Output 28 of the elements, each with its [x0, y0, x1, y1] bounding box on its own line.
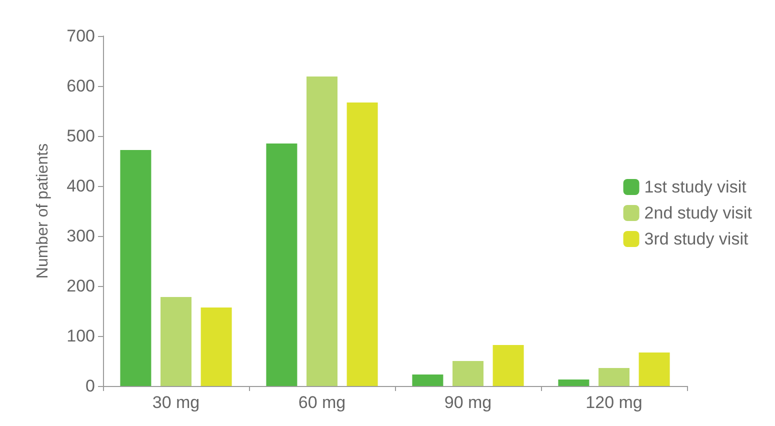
y-tick-label: 600	[66, 76, 95, 96]
bar	[200, 308, 232, 386]
x-tick-label: 30 mg	[152, 393, 200, 412]
y-tick-label: 100	[66, 326, 95, 346]
bar	[266, 144, 298, 386]
legend-label: 1st study visit	[644, 178, 747, 196]
y-tick-label: 400	[66, 176, 95, 196]
y-tick-label: 700	[66, 26, 95, 46]
bar	[412, 374, 444, 386]
bar	[492, 345, 524, 386]
legend-label: 2nd study visit	[644, 204, 752, 222]
bar	[558, 380, 590, 386]
bar	[306, 76, 338, 386]
bar	[598, 368, 630, 386]
y-axis-title: Number of patients	[34, 143, 52, 279]
bar	[346, 102, 378, 386]
bar	[452, 361, 484, 386]
x-tick-label: 90 mg	[444, 393, 492, 412]
x-tick-label: 60 mg	[298, 393, 346, 412]
y-tick-label: 0	[86, 376, 95, 396]
y-tick-label: 200	[66, 276, 95, 296]
bar	[638, 352, 670, 386]
x-tick-label: 120 mg	[586, 393, 642, 412]
y-tick-label: 500	[66, 126, 95, 146]
y-tick-label: 300	[66, 226, 95, 246]
bar	[160, 297, 192, 386]
bar	[120, 150, 152, 386]
legend-label: 3rd study visit	[644, 230, 748, 248]
